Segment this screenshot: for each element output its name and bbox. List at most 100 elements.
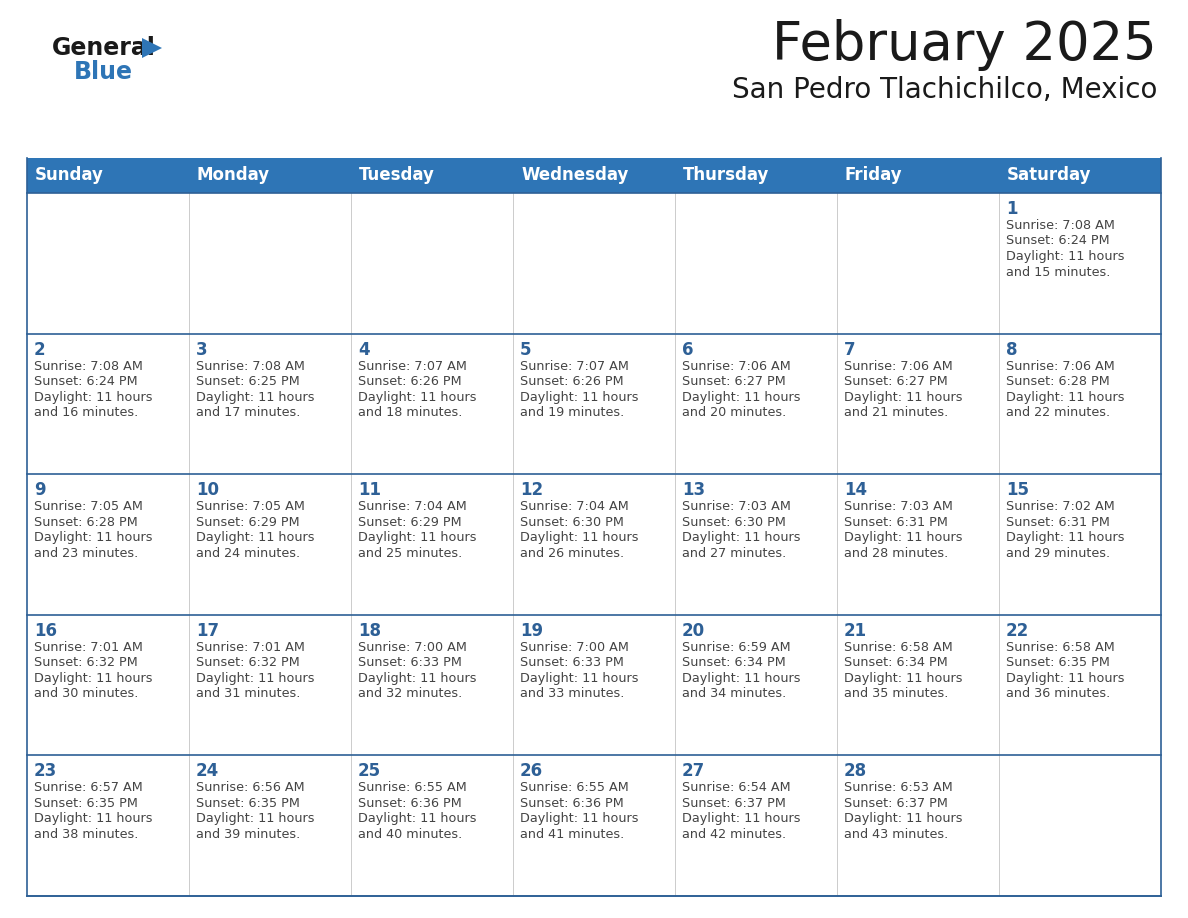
Text: 17: 17 [196,621,219,640]
Bar [27,193,189,333]
Text: Sunrise: 7:01 AM: Sunrise: 7:01 AM [34,641,143,654]
Text: Sunset: 6:34 PM: Sunset: 6:34 PM [682,656,785,669]
Text: Sunset: 6:24 PM: Sunset: 6:24 PM [34,375,138,388]
Text: Sunrise: 6:56 AM: Sunrise: 6:56 AM [196,781,304,794]
Text: 18: 18 [358,621,381,640]
Text: Daylight: 11 hours: Daylight: 11 hours [196,812,315,825]
Text: Sunset: 6:31 PM: Sunset: 6:31 PM [1006,516,1110,529]
Text: Sunset: 6:24 PM: Sunset: 6:24 PM [1006,234,1110,248]
Text: Sunrise: 7:08 AM: Sunrise: 7:08 AM [1006,219,1114,232]
Bar [675,475,838,615]
Text: Sunrise: 7:00 AM: Sunrise: 7:00 AM [520,641,628,654]
Bar [838,615,999,756]
Text: 19: 19 [520,621,543,640]
Text: 22: 22 [1006,621,1029,640]
Text: Blue: Blue [74,60,133,84]
Bar [27,475,189,615]
Text: Sunset: 6:26 PM: Sunset: 6:26 PM [520,375,624,388]
Bar [189,615,350,756]
Text: Sunrise: 7:06 AM: Sunrise: 7:06 AM [682,360,791,373]
Text: Sunset: 6:29 PM: Sunset: 6:29 PM [196,516,299,529]
Text: Daylight: 11 hours: Daylight: 11 hours [682,812,801,825]
Text: Friday: Friday [845,166,903,185]
Bar [513,756,675,896]
Text: San Pedro Tlachichilco, Mexico: San Pedro Tlachichilco, Mexico [732,76,1157,104]
Bar [27,756,189,896]
Text: Sunrise: 7:08 AM: Sunrise: 7:08 AM [34,360,143,373]
Text: Sunrise: 6:58 AM: Sunrise: 6:58 AM [1006,641,1114,654]
Text: and 34 minutes.: and 34 minutes. [682,688,786,700]
Text: 11: 11 [358,481,381,499]
Text: Sunrise: 6:58 AM: Sunrise: 6:58 AM [843,641,953,654]
Text: Sunset: 6:27 PM: Sunset: 6:27 PM [682,375,785,388]
Text: 25: 25 [358,763,381,780]
Text: Saturday: Saturday [1007,166,1092,185]
Text: and 23 minutes.: and 23 minutes. [34,547,138,560]
Bar [999,193,1161,333]
Text: Daylight: 11 hours: Daylight: 11 hours [196,672,315,685]
Text: Sunset: 6:37 PM: Sunset: 6:37 PM [843,797,948,810]
Text: and 28 minutes.: and 28 minutes. [843,547,948,560]
Text: Sunset: 6:34 PM: Sunset: 6:34 PM [843,656,948,669]
Bar [838,333,999,475]
Text: and 42 minutes.: and 42 minutes. [682,828,786,841]
Text: Daylight: 11 hours: Daylight: 11 hours [358,812,476,825]
Text: 27: 27 [682,763,706,780]
Text: Sunrise: 7:08 AM: Sunrise: 7:08 AM [196,360,305,373]
Text: Daylight: 11 hours: Daylight: 11 hours [1006,390,1125,404]
Bar [838,193,999,333]
Text: and 30 minutes.: and 30 minutes. [34,688,138,700]
Text: 13: 13 [682,481,706,499]
Text: 3: 3 [196,341,208,359]
Text: and 36 minutes.: and 36 minutes. [1006,688,1111,700]
Text: Sunrise: 7:07 AM: Sunrise: 7:07 AM [358,360,467,373]
Text: Sunset: 6:37 PM: Sunset: 6:37 PM [682,797,786,810]
Text: Sunset: 6:33 PM: Sunset: 6:33 PM [358,656,462,669]
Bar [999,615,1161,756]
Text: Sunrise: 7:06 AM: Sunrise: 7:06 AM [843,360,953,373]
Text: and 32 minutes.: and 32 minutes. [358,688,462,700]
Text: Sunrise: 6:55 AM: Sunrise: 6:55 AM [358,781,467,794]
Text: Sunrise: 7:03 AM: Sunrise: 7:03 AM [682,500,791,513]
Bar [350,333,513,475]
Text: Sunset: 6:28 PM: Sunset: 6:28 PM [34,516,138,529]
Text: Daylight: 11 hours: Daylight: 11 hours [358,672,476,685]
Text: and 17 minutes.: and 17 minutes. [196,406,301,420]
Text: Sunrise: 7:00 AM: Sunrise: 7:00 AM [358,641,467,654]
Bar [838,475,999,615]
Text: and 43 minutes.: and 43 minutes. [843,828,948,841]
Text: and 35 minutes.: and 35 minutes. [843,688,948,700]
Text: and 33 minutes.: and 33 minutes. [520,688,625,700]
Bar [350,756,513,896]
Text: Daylight: 11 hours: Daylight: 11 hours [520,390,638,404]
Text: 1: 1 [1006,200,1017,218]
Text: Sunrise: 6:57 AM: Sunrise: 6:57 AM [34,781,143,794]
Text: and 39 minutes.: and 39 minutes. [196,828,301,841]
Bar [189,756,350,896]
Text: 8: 8 [1006,341,1017,359]
Text: 20: 20 [682,621,706,640]
Text: Daylight: 11 hours: Daylight: 11 hours [34,812,152,825]
Text: Sunday: Sunday [34,166,103,185]
Text: and 24 minutes.: and 24 minutes. [196,547,301,560]
Text: and 38 minutes.: and 38 minutes. [34,828,138,841]
Text: Sunrise: 7:03 AM: Sunrise: 7:03 AM [843,500,953,513]
Text: and 40 minutes.: and 40 minutes. [358,828,462,841]
Text: General: General [52,36,156,60]
Text: Daylight: 11 hours: Daylight: 11 hours [1006,532,1125,544]
Text: Sunset: 6:32 PM: Sunset: 6:32 PM [196,656,299,669]
Text: Daylight: 11 hours: Daylight: 11 hours [682,672,801,685]
Text: Daylight: 11 hours: Daylight: 11 hours [682,390,801,404]
Text: Sunset: 6:35 PM: Sunset: 6:35 PM [34,797,138,810]
Bar [999,756,1161,896]
Text: Daylight: 11 hours: Daylight: 11 hours [34,672,152,685]
Bar [350,475,513,615]
Text: Daylight: 11 hours: Daylight: 11 hours [682,532,801,544]
Bar [675,193,838,333]
Text: Sunrise: 7:04 AM: Sunrise: 7:04 AM [520,500,628,513]
Text: 26: 26 [520,763,543,780]
Text: and 27 minutes.: and 27 minutes. [682,547,786,560]
Text: 2: 2 [34,341,45,359]
Text: Sunrise: 7:01 AM: Sunrise: 7:01 AM [196,641,305,654]
Bar [513,333,675,475]
